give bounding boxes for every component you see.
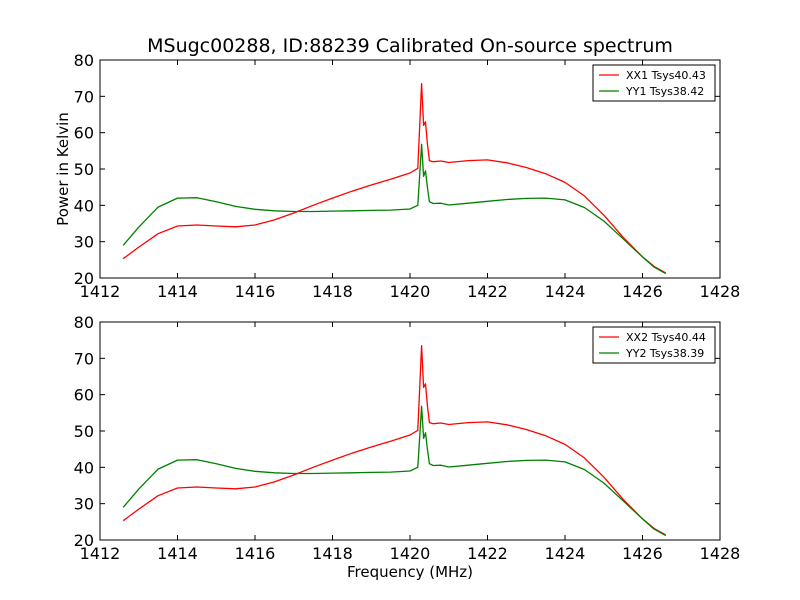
legend-entry: XX2 Tsys40.44 [626, 331, 706, 344]
x-tick-label: 1412 [80, 544, 121, 563]
figure-title: MSugc00288, ID:88239 Calibrated On-sourc… [147, 35, 673, 57]
y-tick-label: 30 [74, 495, 94, 514]
x-tick-label: 1414 [157, 282, 198, 301]
x-tick-label: 1424 [545, 282, 586, 301]
x-tick-label: 1426 [622, 282, 663, 301]
y-tick-label: 60 [74, 124, 94, 143]
y-tick-label: 20 [74, 269, 94, 288]
x-tick-label: 1416 [235, 282, 276, 301]
y-tick-label: 50 [74, 422, 94, 441]
y-tick-label: 50 [74, 160, 94, 179]
x-tick-label: 1428 [700, 544, 741, 563]
legend-entry: XX1 Tsys40.43 [626, 69, 706, 82]
x-axis-label: Frequency (MHz) [347, 563, 473, 581]
y-axis-label: Power in Kelvin [54, 112, 72, 226]
x-tick-label: 1424 [545, 544, 586, 563]
legend-box [592, 64, 716, 102]
top-panel: 1412 1414 1416 1418 1420 1422 1424 1426 1428 20 30… [54, 51, 740, 301]
legend-entry: YY2 Tsys38.39 [625, 347, 704, 360]
y-tick-label: 40 [74, 196, 94, 215]
series-line-2-2 [122, 405, 667, 537]
series-line-1-1 [122, 82, 667, 274]
x-tick-label: 1420 [390, 282, 431, 301]
series-line-2-1 [122, 344, 667, 536]
y-tick-label: 70 [74, 349, 94, 368]
legend-box [592, 326, 716, 364]
x-tick-label: 1418 [312, 544, 353, 563]
x-tick-label: 1426 [622, 544, 663, 563]
bottom-panel: 1412 1414 1416 1418 1420 1422 1424 1426 1428 20 30… [74, 313, 741, 563]
x-tick-label: 1416 [235, 544, 276, 563]
x-tick-label: 1420 [390, 544, 431, 563]
y-tick-label: 80 [74, 51, 94, 70]
legend-entry: YY1 Tsys38.42 [625, 85, 704, 98]
x-tick-label: 1412 [80, 282, 121, 301]
x-tick-label: 1418 [312, 282, 353, 301]
x-tick-label: 1428 [700, 282, 741, 301]
y-tick-label: 60 [74, 386, 94, 405]
legend: XX1 Tsys40.43 YY1 Tsys38.42 [592, 64, 716, 102]
y-tick-label: 20 [74, 531, 94, 550]
y-tick-label: 40 [74, 458, 94, 477]
x-tick-label: 1422 [467, 544, 508, 563]
y-tick-label: 30 [74, 233, 94, 252]
legend: XX2 Tsys40.44 YY2 Tsys38.39 [592, 326, 716, 364]
series-line-1-2 [122, 143, 667, 275]
x-tick-label: 1414 [157, 544, 198, 563]
y-tick-label: 80 [74, 313, 94, 332]
y-tick-label: 70 [74, 87, 94, 106]
x-tick-label: 1422 [467, 282, 508, 301]
